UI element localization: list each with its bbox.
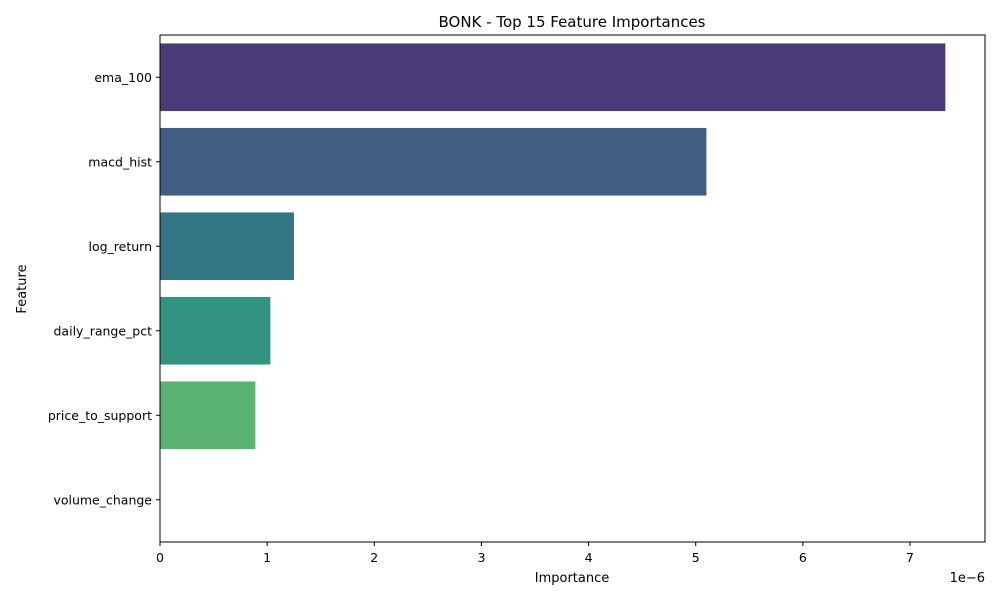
y-tick-label: volume_change [53,492,152,507]
y-tick-label: log_return [88,239,152,254]
y-tick-label: macd_hist [88,154,152,169]
x-axis-ticks: 0 1 2 3 4 5 6 7 [156,542,914,565]
plot-frame [159,34,986,543]
x-tick-label: 3 [477,550,485,565]
x-tick-label: 1 [263,550,271,565]
bar-daily-range-pct [160,296,271,365]
y-tick-label: daily_range_pct [54,323,153,338]
x-axis-offset-label: 1e−6 [950,571,985,586]
x-tick-label: 2 [370,550,378,565]
y-axis-label: Feature [15,264,30,313]
y-axis-ticks: ema_100 macd_hist log_return daily_range_pc… [48,70,160,507]
y-tick-label: ema_100 [94,70,152,85]
x-tick-label: 0 [156,550,164,565]
bar-macd-hist [160,127,707,196]
x-tick-label: 5 [692,550,700,565]
bar-price-to-support [160,381,256,450]
bar-log-return [160,212,294,281]
y-tick-label: price_to_support [48,408,152,423]
x-axis-label: Importance [535,571,610,586]
bars-layer [160,43,946,450]
x-tick-label: 6 [799,550,807,565]
x-tick-label: 7 [906,550,914,565]
chart-title: BONK - Top 15 Feature Importances [439,13,706,31]
bar-ema-100 [160,43,946,112]
x-tick-label: 4 [585,550,593,565]
